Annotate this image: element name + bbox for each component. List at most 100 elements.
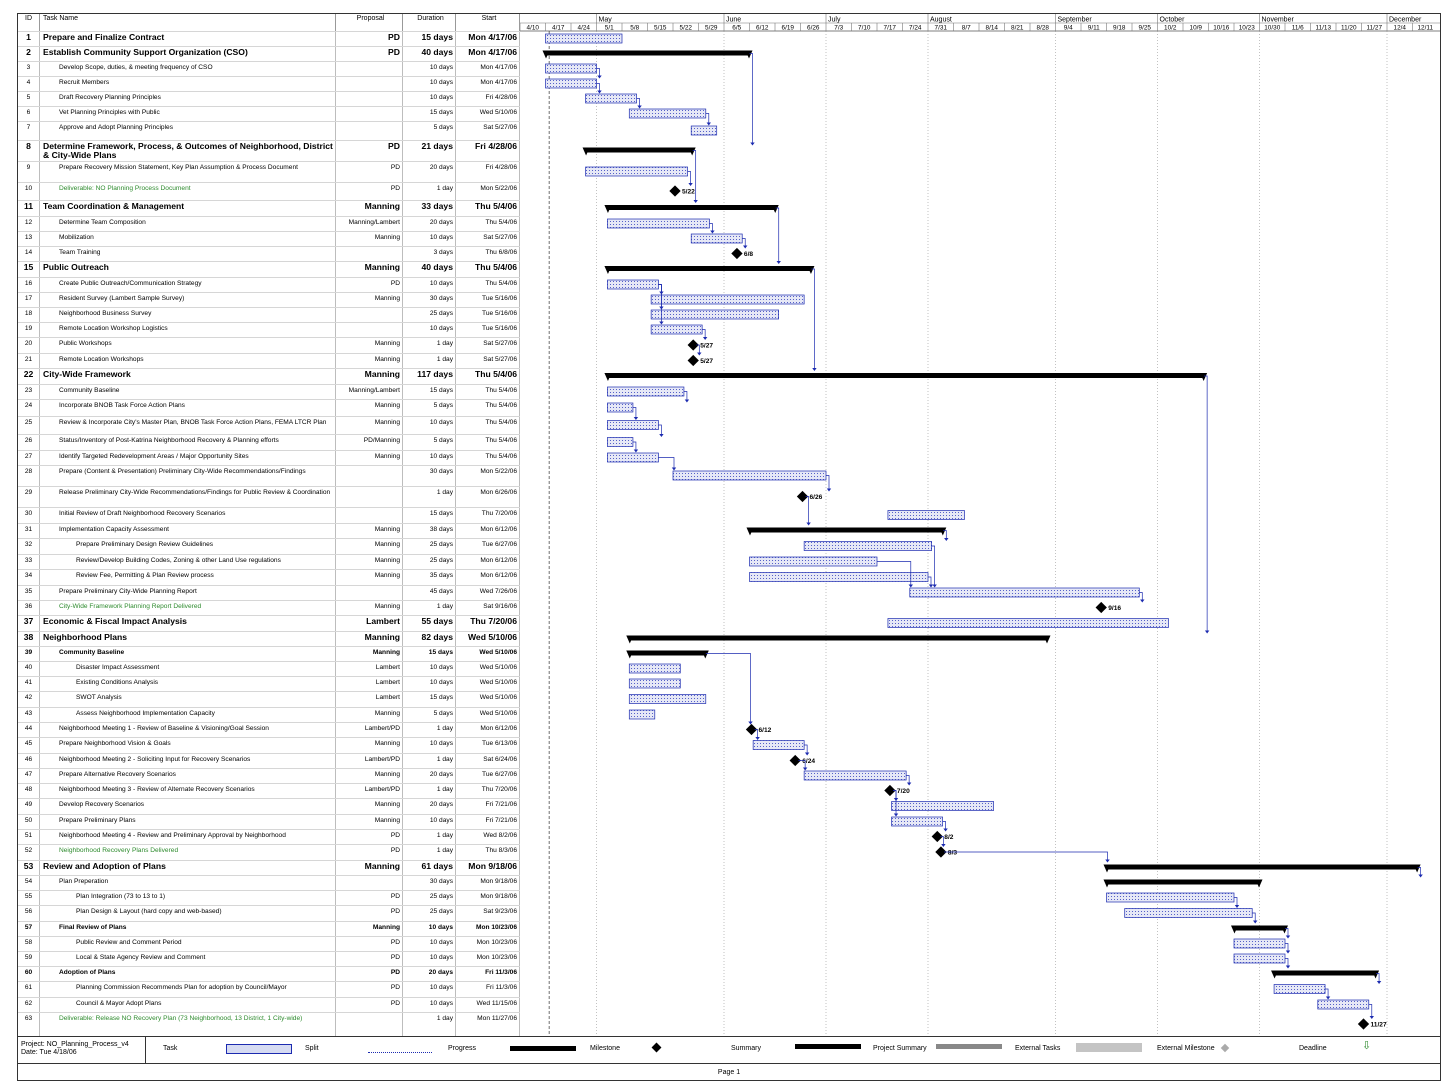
table-row[interactable]: 15 Public Outreach Manning 40 days Thu 5/4/0… — [18, 261, 520, 277]
task-bar[interactable] — [628, 663, 681, 674]
table-row[interactable]: 16 Create Public Outreach/Communication S… — [18, 277, 520, 292]
table-row[interactable]: 29 Release Preliminary City-Wide Recommen… — [18, 486, 520, 507]
milestone-diamond[interactable] — [931, 830, 943, 843]
task-bar[interactable] — [803, 770, 907, 781]
task-bar[interactable] — [545, 78, 597, 89]
col-header-task-name[interactable]: Task Name — [40, 14, 336, 31]
task-bar[interactable] — [607, 402, 634, 413]
table-row[interactable]: 56 Plan Design & Layout (hard copy and we… — [18, 905, 520, 921]
col-header-start[interactable]: Start — [456, 14, 520, 31]
table-row[interactable]: 22 City-Wide Framework Manning 117 days Thu … — [18, 368, 520, 384]
table-row[interactable]: 51 Neighborhood Meeting 4 - Review and Pr… — [18, 829, 520, 844]
table-row[interactable]: 52 Neighborhood Recovery Plans Delivered P… — [18, 844, 520, 860]
task-bar[interactable] — [1233, 938, 1286, 949]
table-row[interactable]: 42 SWOT Analysis Lambert 15 days Wed 5/10/06 — [18, 691, 520, 707]
task-bar[interactable] — [650, 324, 703, 335]
task-bar[interactable] — [650, 294, 805, 305]
task-bar[interactable] — [607, 437, 634, 447]
milestone-diamond[interactable] — [731, 247, 743, 260]
task-bar[interactable] — [909, 587, 1140, 598]
table-row[interactable]: 3 Develop Scope, duties, & meeting freque… — [18, 61, 520, 76]
table-row[interactable]: 47 Prepare Alternative Recovery Scenarios… — [18, 768, 520, 783]
milestone-diamond[interactable] — [745, 723, 758, 736]
col-header-proposal[interactable]: Proposal — [336, 14, 403, 31]
task-bar[interactable] — [672, 470, 827, 481]
table-row[interactable]: 13 Mobilization Manning 10 days Sat 5/27/06 — [18, 231, 520, 246]
table-row[interactable]: 48 Neighborhood Meeting 3 - Review of Alt… — [18, 783, 520, 798]
table-row[interactable]: 54 Plan Preperation 30 days Mon 9/18/06 — [18, 875, 520, 890]
task-bar[interactable] — [752, 740, 805, 750]
task-bar[interactable] — [628, 108, 707, 119]
table-row[interactable]: 10 Deliverable: NO Planning Process Docum… — [18, 182, 520, 200]
table-row[interactable]: 14 Team Training 3 days Thu 6/8/06 — [18, 246, 520, 261]
task-bar[interactable] — [1124, 908, 1253, 918]
task-bar[interactable] — [891, 801, 994, 811]
table-row[interactable]: 18 Neighborhood Business Survey 25 days Tue… — [18, 307, 520, 322]
table-row[interactable]: 24 Incorporate BNOB Task Force Action Pla… — [18, 399, 520, 416]
task-bar[interactable] — [607, 452, 659, 463]
task-bar[interactable] — [607, 279, 659, 290]
task-bar[interactable] — [628, 694, 707, 704]
table-row[interactable]: 20 Public Workshops Manning 1 day Sat 5/27/0… — [18, 337, 520, 353]
task-bar[interactable] — [628, 709, 656, 720]
summary-bar[interactable] — [585, 147, 693, 153]
col-header-duration[interactable]: Duration — [403, 14, 456, 31]
task-bar[interactable] — [607, 420, 659, 430]
table-row[interactable]: 38 Neighborhood Plans Manning 82 days Wed 5/… — [18, 631, 520, 646]
table-row[interactable]: 6 Vet Planning Principles with Public 15 d… — [18, 106, 520, 121]
table-row[interactable]: 27 Identify Targeted Redevelopment Areas … — [18, 450, 520, 465]
task-bar[interactable] — [585, 93, 637, 104]
summary-bar[interactable] — [607, 266, 812, 271]
milestone-diamond[interactable] — [669, 185, 681, 197]
table-row[interactable]: 34 Review Fee, Permitting & Plan Review p… — [18, 569, 520, 585]
task-bar[interactable] — [607, 386, 685, 397]
table-row[interactable]: 11 Team Coordination & Management Manning 3… — [18, 200, 520, 216]
task-bar[interactable] — [650, 309, 779, 320]
summary-bar[interactable] — [545, 50, 750, 56]
table-row[interactable]: 17 Resident Survey (Lambert Sample Survey… — [18, 292, 520, 307]
table-row[interactable]: 30 Initial Review of Draft Neighborhood R… — [18, 507, 520, 523]
task-bar[interactable] — [545, 33, 623, 44]
table-row[interactable]: 2 Establish Community Support Organizatio… — [18, 46, 520, 61]
table-row[interactable]: 8 Determine Framework, Process, & Outcome… — [18, 140, 520, 161]
milestone-diamond[interactable] — [935, 846, 947, 858]
table-row[interactable]: 39 Community Baseline Manning 15 days Wed 5/… — [18, 646, 520, 661]
col-header-id[interactable]: ID — [18, 14, 40, 31]
table-row[interactable]: 37 Economic & Fiscal Impact Analysis Lambe… — [18, 615, 520, 631]
summary-bar[interactable] — [1106, 879, 1260, 885]
table-row[interactable]: 31 Implementation Capacity Assessment Mann… — [18, 523, 520, 538]
table-row[interactable]: 53 Review and Adoption of Plans Manning 61 … — [18, 860, 520, 875]
task-bar[interactable] — [803, 541, 932, 551]
task-bar[interactable] — [1233, 953, 1286, 964]
table-row[interactable]: 7 Approve and Adopt Planning Principles 5 … — [18, 121, 520, 140]
table-row[interactable]: 61 Planning Commission Recommends Plan fo… — [18, 981, 520, 997]
table-row[interactable]: 19 Remote Location Workshop Logistics 10 d… — [18, 322, 520, 337]
table-row[interactable]: 1 Prepare and Finalize Contract PD 15 days M… — [18, 31, 520, 46]
milestone-diamond[interactable] — [796, 490, 809, 503]
task-bar[interactable] — [887, 618, 1169, 628]
table-row[interactable]: 35 Prepare Preliminary City-Wide Planning… — [18, 585, 520, 600]
table-row[interactable]: 40 Disaster Impact Assessment Lambert 10 da… — [18, 661, 520, 676]
summary-bar[interactable] — [629, 650, 706, 656]
table-row[interactable]: 45 Prepare Neighborhood Vision & Goals Man… — [18, 737, 520, 753]
table-row[interactable]: 59 Local & State Agency Review and Commen… — [18, 951, 520, 966]
task-bar[interactable] — [1106, 892, 1235, 903]
milestone-diamond[interactable] — [884, 784, 896, 797]
milestone-diamond[interactable] — [1357, 1018, 1370, 1030]
table-row[interactable]: 49 Develop Recovery Scenarios Manning 20 da… — [18, 798, 520, 814]
task-bar[interactable] — [749, 556, 878, 567]
summary-bar[interactable] — [607, 373, 1205, 378]
summary-bar[interactable] — [607, 205, 776, 210]
task-bar[interactable] — [887, 510, 965, 520]
table-row[interactable]: 58 Public Review and Comment Period PD 10 d… — [18, 936, 520, 951]
task-bar[interactable] — [690, 125, 718, 136]
table-row[interactable]: 43 Assess Neighborhood Implementation Cap… — [18, 707, 520, 722]
table-row[interactable]: 63 Deliverable: Release NO Recovery Plan … — [18, 1012, 520, 1036]
table-row[interactable]: 26 Status/Inventory of Post-Katrina Neigh… — [18, 434, 520, 450]
table-row[interactable]: 50 Prepare Preliminary Plans Manning 10 day… — [18, 814, 520, 829]
task-bar[interactable] — [1273, 984, 1326, 994]
task-bar[interactable] — [1317, 999, 1370, 1010]
summary-bar[interactable] — [1106, 864, 1418, 870]
table-row[interactable]: 25 Review & Incorporate City's Master Pla… — [18, 416, 520, 434]
table-row[interactable]: 36 City-Wide Framework Planning Report De… — [18, 600, 520, 615]
